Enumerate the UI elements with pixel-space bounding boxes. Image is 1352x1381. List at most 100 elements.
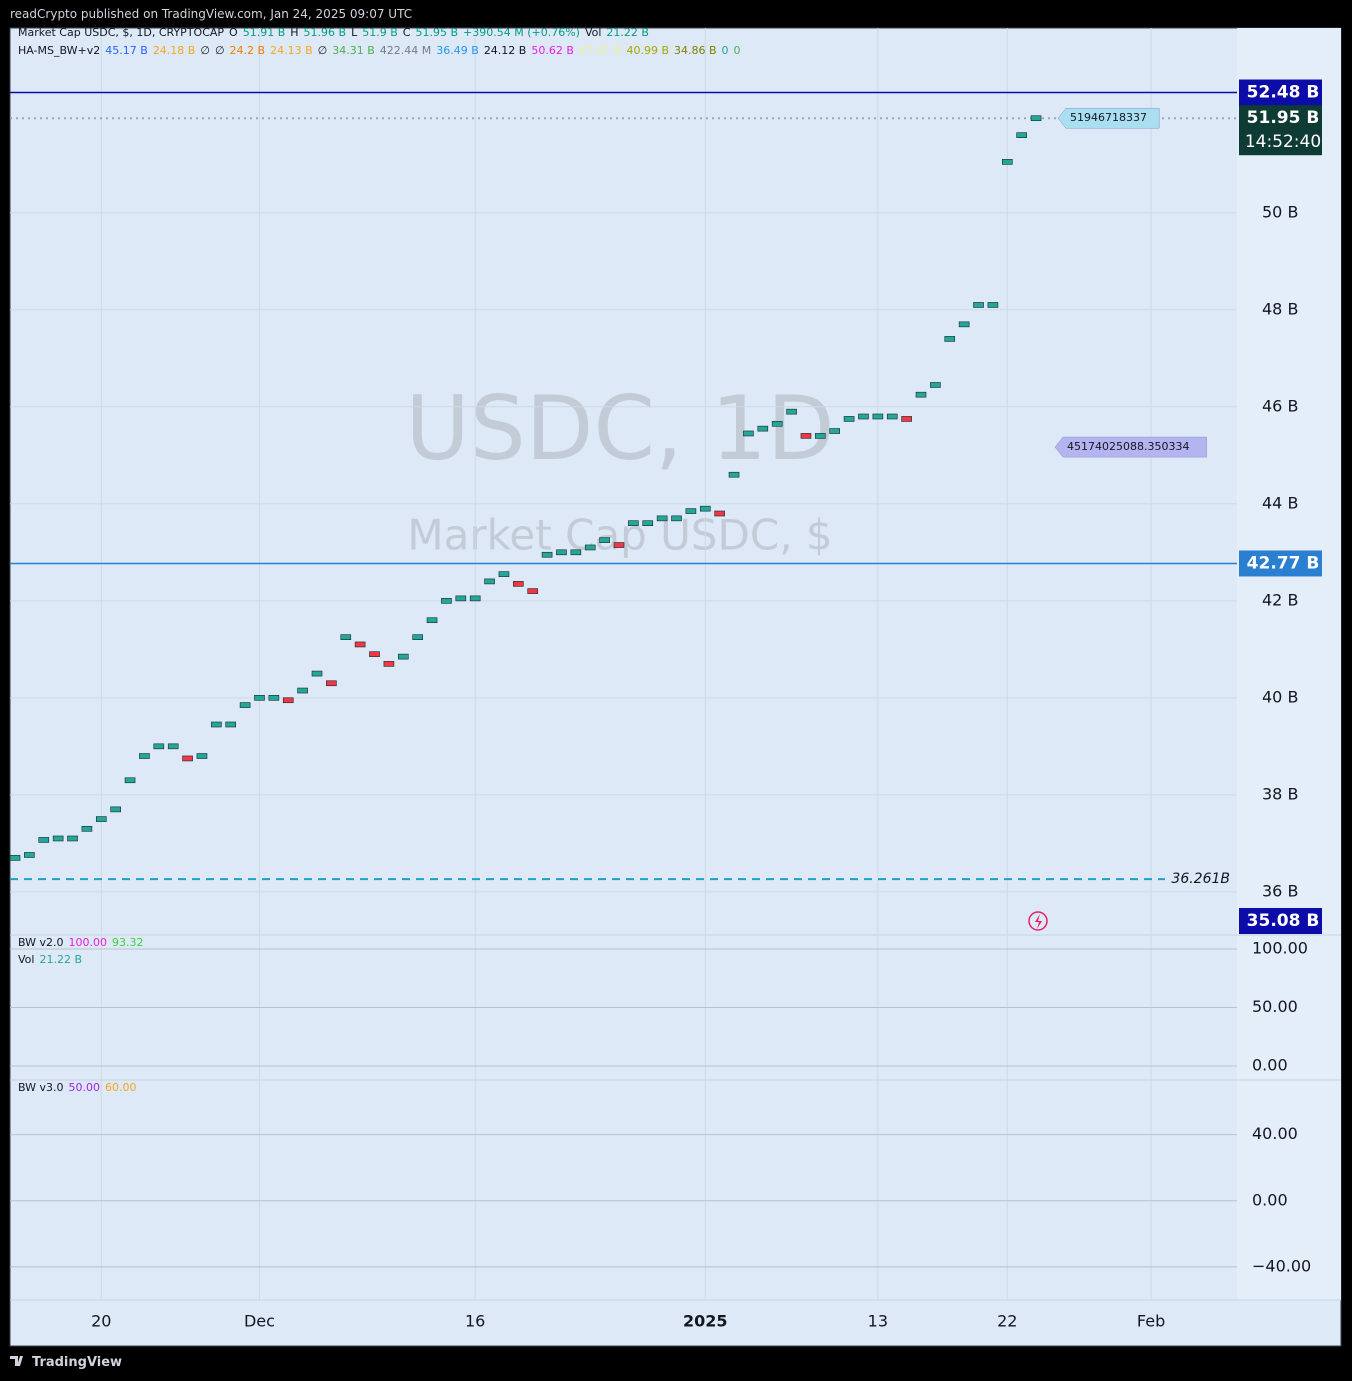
legend-item: 422.44 M (379, 44, 432, 57)
candle (225, 721, 237, 728)
candle (268, 695, 280, 701)
candle (858, 413, 869, 420)
candle (95, 816, 107, 822)
candle (81, 825, 93, 832)
alert-icon[interactable] (1028, 911, 1048, 931)
legend-item: Vol (584, 26, 602, 39)
legend-item: Vol (18, 953, 35, 966)
candle (239, 702, 251, 708)
chart-area (9, 27, 1342, 1347)
candle (153, 743, 165, 750)
candle (354, 641, 366, 648)
candle (570, 549, 582, 556)
candle (843, 416, 855, 422)
legend-item: 24.18 B (152, 44, 196, 57)
candle (743, 430, 754, 437)
candle (642, 520, 654, 527)
candle (541, 551, 553, 558)
legend-item: 51.95 B (415, 26, 458, 39)
candle (326, 680, 337, 687)
alert-icon-bolt (1035, 914, 1042, 929)
candle (987, 302, 999, 308)
brand: TradingView (32, 1355, 123, 1370)
legend-row: BW v2.0 100.00 93.32 (18, 936, 149, 949)
candle (613, 542, 625, 548)
legend-item: ∅ (214, 44, 225, 57)
legend-item: ∅ (317, 44, 328, 57)
candle (196, 753, 208, 759)
candle (469, 595, 481, 602)
candle (815, 433, 826, 439)
x-tick-label: 13 (868, 1312, 888, 1331)
price-label-box (1239, 908, 1322, 934)
watermark-sub: Market Cap USDC, $ (407, 511, 832, 560)
legend-item: BW v3.0 (18, 1081, 64, 1094)
price-label-box (1239, 550, 1322, 577)
annotation-box (1054, 436, 1207, 458)
price-level-label: 36.261B (1171, 871, 1230, 887)
candle (728, 471, 740, 478)
candle (383, 661, 395, 667)
candle (527, 588, 539, 594)
legend-item: 51.96 B (303, 26, 347, 39)
y-tick-label: 100.00 (1252, 939, 1308, 958)
price-label: 35.08 B (1247, 911, 1320, 931)
y-tick-label: 40 B (1262, 687, 1298, 706)
candle (484, 578, 495, 585)
candle (685, 508, 697, 514)
candle (38, 837, 50, 843)
publish-info: readCrypto published on TradingView.com,… (10, 7, 413, 21)
y-tick-label: −40.00 (1252, 1256, 1311, 1275)
price-label: 52.48 B (1247, 83, 1320, 103)
candle (930, 382, 941, 388)
legend-item: 50.62 B (531, 44, 574, 57)
candle (1016, 132, 1027, 138)
candle (24, 852, 35, 858)
candle (282, 697, 294, 704)
y-tick-label: 48 B (1262, 299, 1298, 318)
candle (656, 515, 668, 522)
candle (915, 391, 927, 398)
annotation-box (1057, 107, 1160, 129)
price-label: 51.95 B (1247, 108, 1320, 128)
price-label: 42.77 B (1247, 553, 1320, 573)
y-tick-label: 0.00 (1252, 1190, 1288, 1209)
legend-item: +390.54 M (+0.76%) (463, 26, 580, 39)
legend-item: L (351, 26, 358, 39)
legend-row: HA-MS_BW+v2 45.17 B 24.18 B ∅ ∅ 24.2 B 24.13 B… (18, 44, 746, 57)
x-tick-label: Dec (244, 1312, 275, 1331)
logo-mark (10, 1356, 23, 1366)
y-tick-label: 36 B (1262, 881, 1298, 900)
legend-item: 36.49 B (436, 44, 479, 57)
legend-row: BW v3.0 50.00 60.00 (18, 1081, 142, 1094)
legend-item: 60.00 (105, 1081, 137, 1094)
candle (167, 743, 179, 750)
candle (412, 634, 423, 640)
candle (124, 777, 136, 784)
legend-item: BW v2.0 (18, 936, 64, 949)
candle (9, 855, 21, 861)
legend-item: 0 (733, 44, 741, 57)
legend-item: Market Cap USDC, $, 1D, CRYPTOCAP (18, 26, 225, 39)
candle (441, 598, 452, 604)
candle (800, 433, 812, 439)
y-tick-label: 46 B (1262, 396, 1298, 415)
legend-item: ∅ (200, 44, 210, 57)
candle (369, 651, 380, 657)
candle (397, 653, 409, 660)
candle (958, 321, 970, 328)
legend-item: O (229, 26, 238, 39)
candle (1030, 115, 1042, 122)
y-tick-label: 38 B (1262, 784, 1298, 803)
candle (628, 520, 639, 527)
legend-item: C (402, 26, 411, 39)
legend-item: 93.32 (112, 936, 144, 949)
candle (671, 515, 682, 522)
candle (901, 416, 912, 422)
y-tick-label: 40.00 (1252, 1124, 1298, 1143)
y-tick-label: 50.00 (1252, 997, 1298, 1016)
candle (556, 549, 567, 556)
candle (699, 505, 711, 512)
